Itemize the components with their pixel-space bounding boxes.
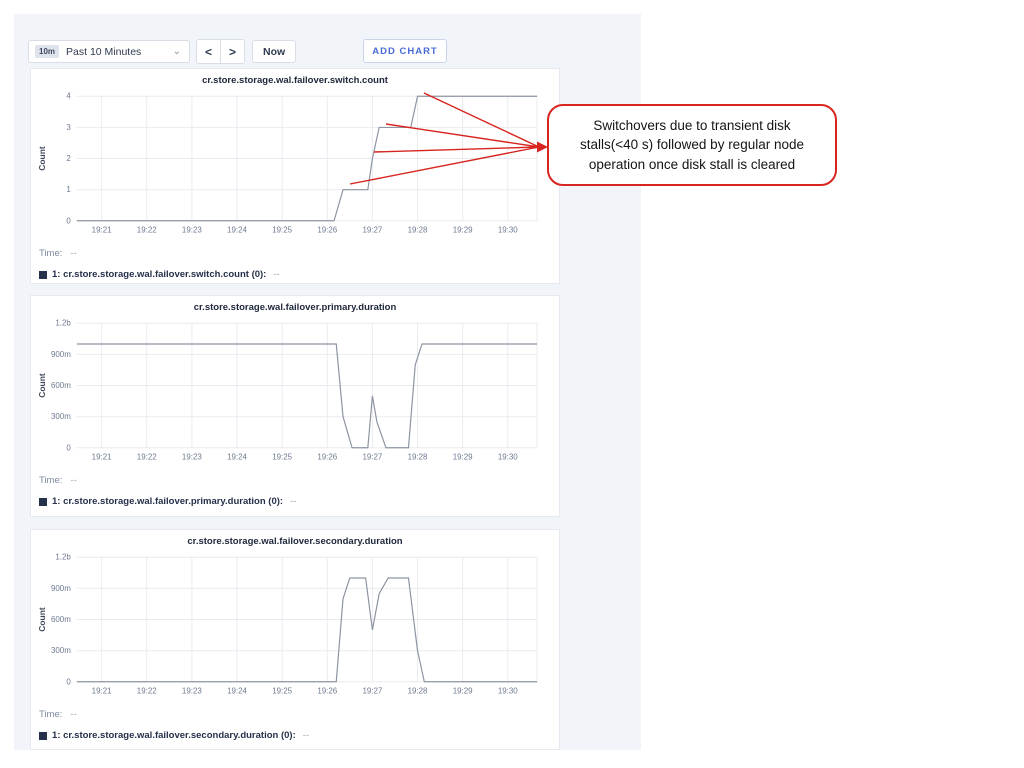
chart-card-switch-count: cr.store.storage.wal.failover.switch.cou… (30, 68, 560, 284)
y-tick-label: 1.2b (55, 319, 71, 328)
legend-series-label: 1: cr.store.storage.wal.failover.switch.… (52, 269, 267, 280)
y-tick-label: 600m (51, 615, 71, 624)
x-tick-label: 19:29 (453, 226, 473, 235)
x-tick-label: 19:23 (182, 226, 202, 235)
x-tick-label: 19:27 (362, 687, 382, 696)
now-button[interactable]: Now (252, 40, 297, 63)
time-nav-group: < > (196, 39, 245, 64)
time-next-button[interactable]: > (220, 39, 245, 64)
y-axis-label: Count (37, 373, 47, 398)
chart-card-secondary-duration: cr.store.storage.wal.failover.secondary.… (30, 529, 560, 750)
y-tick-label: 900m (51, 584, 71, 593)
legend-series-value: -- (273, 269, 280, 280)
y-tick-label: 600m (51, 381, 71, 390)
chart-title: cr.store.storage.wal.failover.primary.du… (193, 302, 397, 313)
legend-series-label: 1: cr.store.storage.wal.failover.primary… (52, 496, 284, 507)
legend-time-value: -- (70, 709, 77, 720)
x-tick-label: 19:25 (272, 687, 292, 696)
annotation-callout: Switchovers due to transient disk stalls… (547, 104, 837, 186)
x-tick-label: 19:30 (498, 453, 518, 462)
x-tick-label: 19:24 (227, 687, 247, 696)
legend-time-label: Time: (39, 709, 63, 720)
legend-time-label: Time: (39, 248, 63, 259)
y-tick-label: 0 (66, 677, 71, 686)
x-tick-label: 19:21 (92, 687, 112, 696)
x-tick-label: 19:24 (227, 453, 247, 462)
y-tick-label: 4 (66, 92, 71, 101)
x-tick-label: 19:28 (408, 226, 428, 235)
chevron-down-icon: ⌄ (172, 45, 181, 57)
y-tick-label: 3 (66, 123, 71, 132)
legend-series-row[interactable]: 1: cr.store.storage.wal.failover.switch.… (39, 269, 559, 280)
chart-canvas-primary-duration[interactable]: 19:21 19:22 19:23 19:24 19:25 19:26 19:27 19:28… (31, 313, 559, 463)
legend-swatch (39, 497, 47, 506)
x-tick-label: 19:29 (453, 453, 473, 462)
y-tick-label: 300m (51, 412, 71, 421)
legend-series-value: -- (302, 730, 310, 741)
chart-canvas-secondary-duration[interactable]: 19:21 19:22 19:23 19:24 19:25 19:26 19:27 19:28… (31, 547, 559, 697)
chart-card-primary-duration: cr.store.storage.wal.failover.primary.du… (30, 295, 560, 517)
add-chart-button[interactable]: ADD CHART (363, 39, 447, 63)
x-tick-label: 19:26 (317, 687, 337, 696)
y-tick-label: 2 (66, 154, 71, 163)
x-tick-label: 19:27 (362, 226, 382, 235)
x-tick-label: 19:21 (92, 453, 112, 462)
legend-time-value: -- (70, 248, 77, 259)
x-tick-label: 19:26 (317, 226, 337, 235)
x-tick-label: 19:29 (453, 687, 473, 696)
x-tick-label: 19:24 (227, 226, 247, 235)
time-range-badge: 10m (35, 45, 60, 58)
legend-series-row[interactable]: 1: cr.store.storage.wal.failover.seconda… (39, 730, 559, 741)
legend-swatch (39, 731, 47, 740)
legend-time-row: Time: -- (39, 709, 559, 720)
x-tick-label: 19:23 (182, 687, 202, 696)
x-tick-label: 19:30 (498, 226, 518, 235)
x-tick-label: 19:22 (137, 226, 157, 235)
x-tick-label: 19:28 (408, 687, 428, 696)
legend-time-label: Time: (39, 475, 63, 486)
legend-time-row: Time: -- (39, 248, 559, 259)
time-prev-button[interactable]: < (196, 39, 221, 64)
time-range-dropdown[interactable]: 10m Past 10 Minutes ⌄ (28, 40, 190, 63)
y-tick-label: 0 (66, 443, 71, 452)
chart-canvas-switch-count[interactable]: 19:21 19:22 19:23 19:24 19:25 19:26 19:27 19:28… (31, 86, 559, 236)
chart-title: cr.store.storage.wal.failover.switch.cou… (202, 75, 388, 86)
series-line (76, 343, 538, 449)
x-tick-label: 19:25 (272, 226, 292, 235)
chart-title: cr.store.storage.wal.failover.secondary.… (187, 536, 403, 547)
time-range-label: Past 10 Minutes (66, 45, 142, 58)
legend-swatch (39, 270, 47, 279)
y-tick-label: 0 (66, 216, 71, 225)
legend-time-row: Time: -- (39, 475, 559, 486)
annotation-text: Switchovers due to transient disk stalls… (580, 117, 804, 172)
y-axis-label: Count (37, 146, 47, 171)
y-tick-label: 300m (51, 646, 71, 655)
x-tick-label: 19:21 (92, 226, 112, 235)
x-tick-label: 19:22 (137, 453, 157, 462)
x-tick-label: 19:30 (498, 687, 518, 696)
y-axis-label: Count (37, 607, 47, 632)
x-tick-label: 19:23 (182, 453, 202, 462)
legend-series-value: -- (290, 496, 297, 507)
legend-series-label: 1: cr.store.storage.wal.failover.seconda… (52, 730, 296, 741)
x-tick-label: 19:22 (137, 687, 157, 696)
x-tick-label: 19:28 (408, 453, 428, 462)
x-tick-label: 19:27 (362, 453, 382, 462)
legend-series-row[interactable]: 1: cr.store.storage.wal.failover.primary… (39, 496, 559, 507)
x-tick-label: 19:25 (272, 453, 292, 462)
y-tick-label: 1.2b (55, 553, 71, 562)
legend-time-value: -- (70, 475, 77, 486)
y-tick-label: 1 (66, 185, 71, 194)
series-line (76, 577, 538, 683)
x-tick-label: 19:26 (317, 453, 337, 462)
y-tick-label: 900m (51, 350, 71, 359)
